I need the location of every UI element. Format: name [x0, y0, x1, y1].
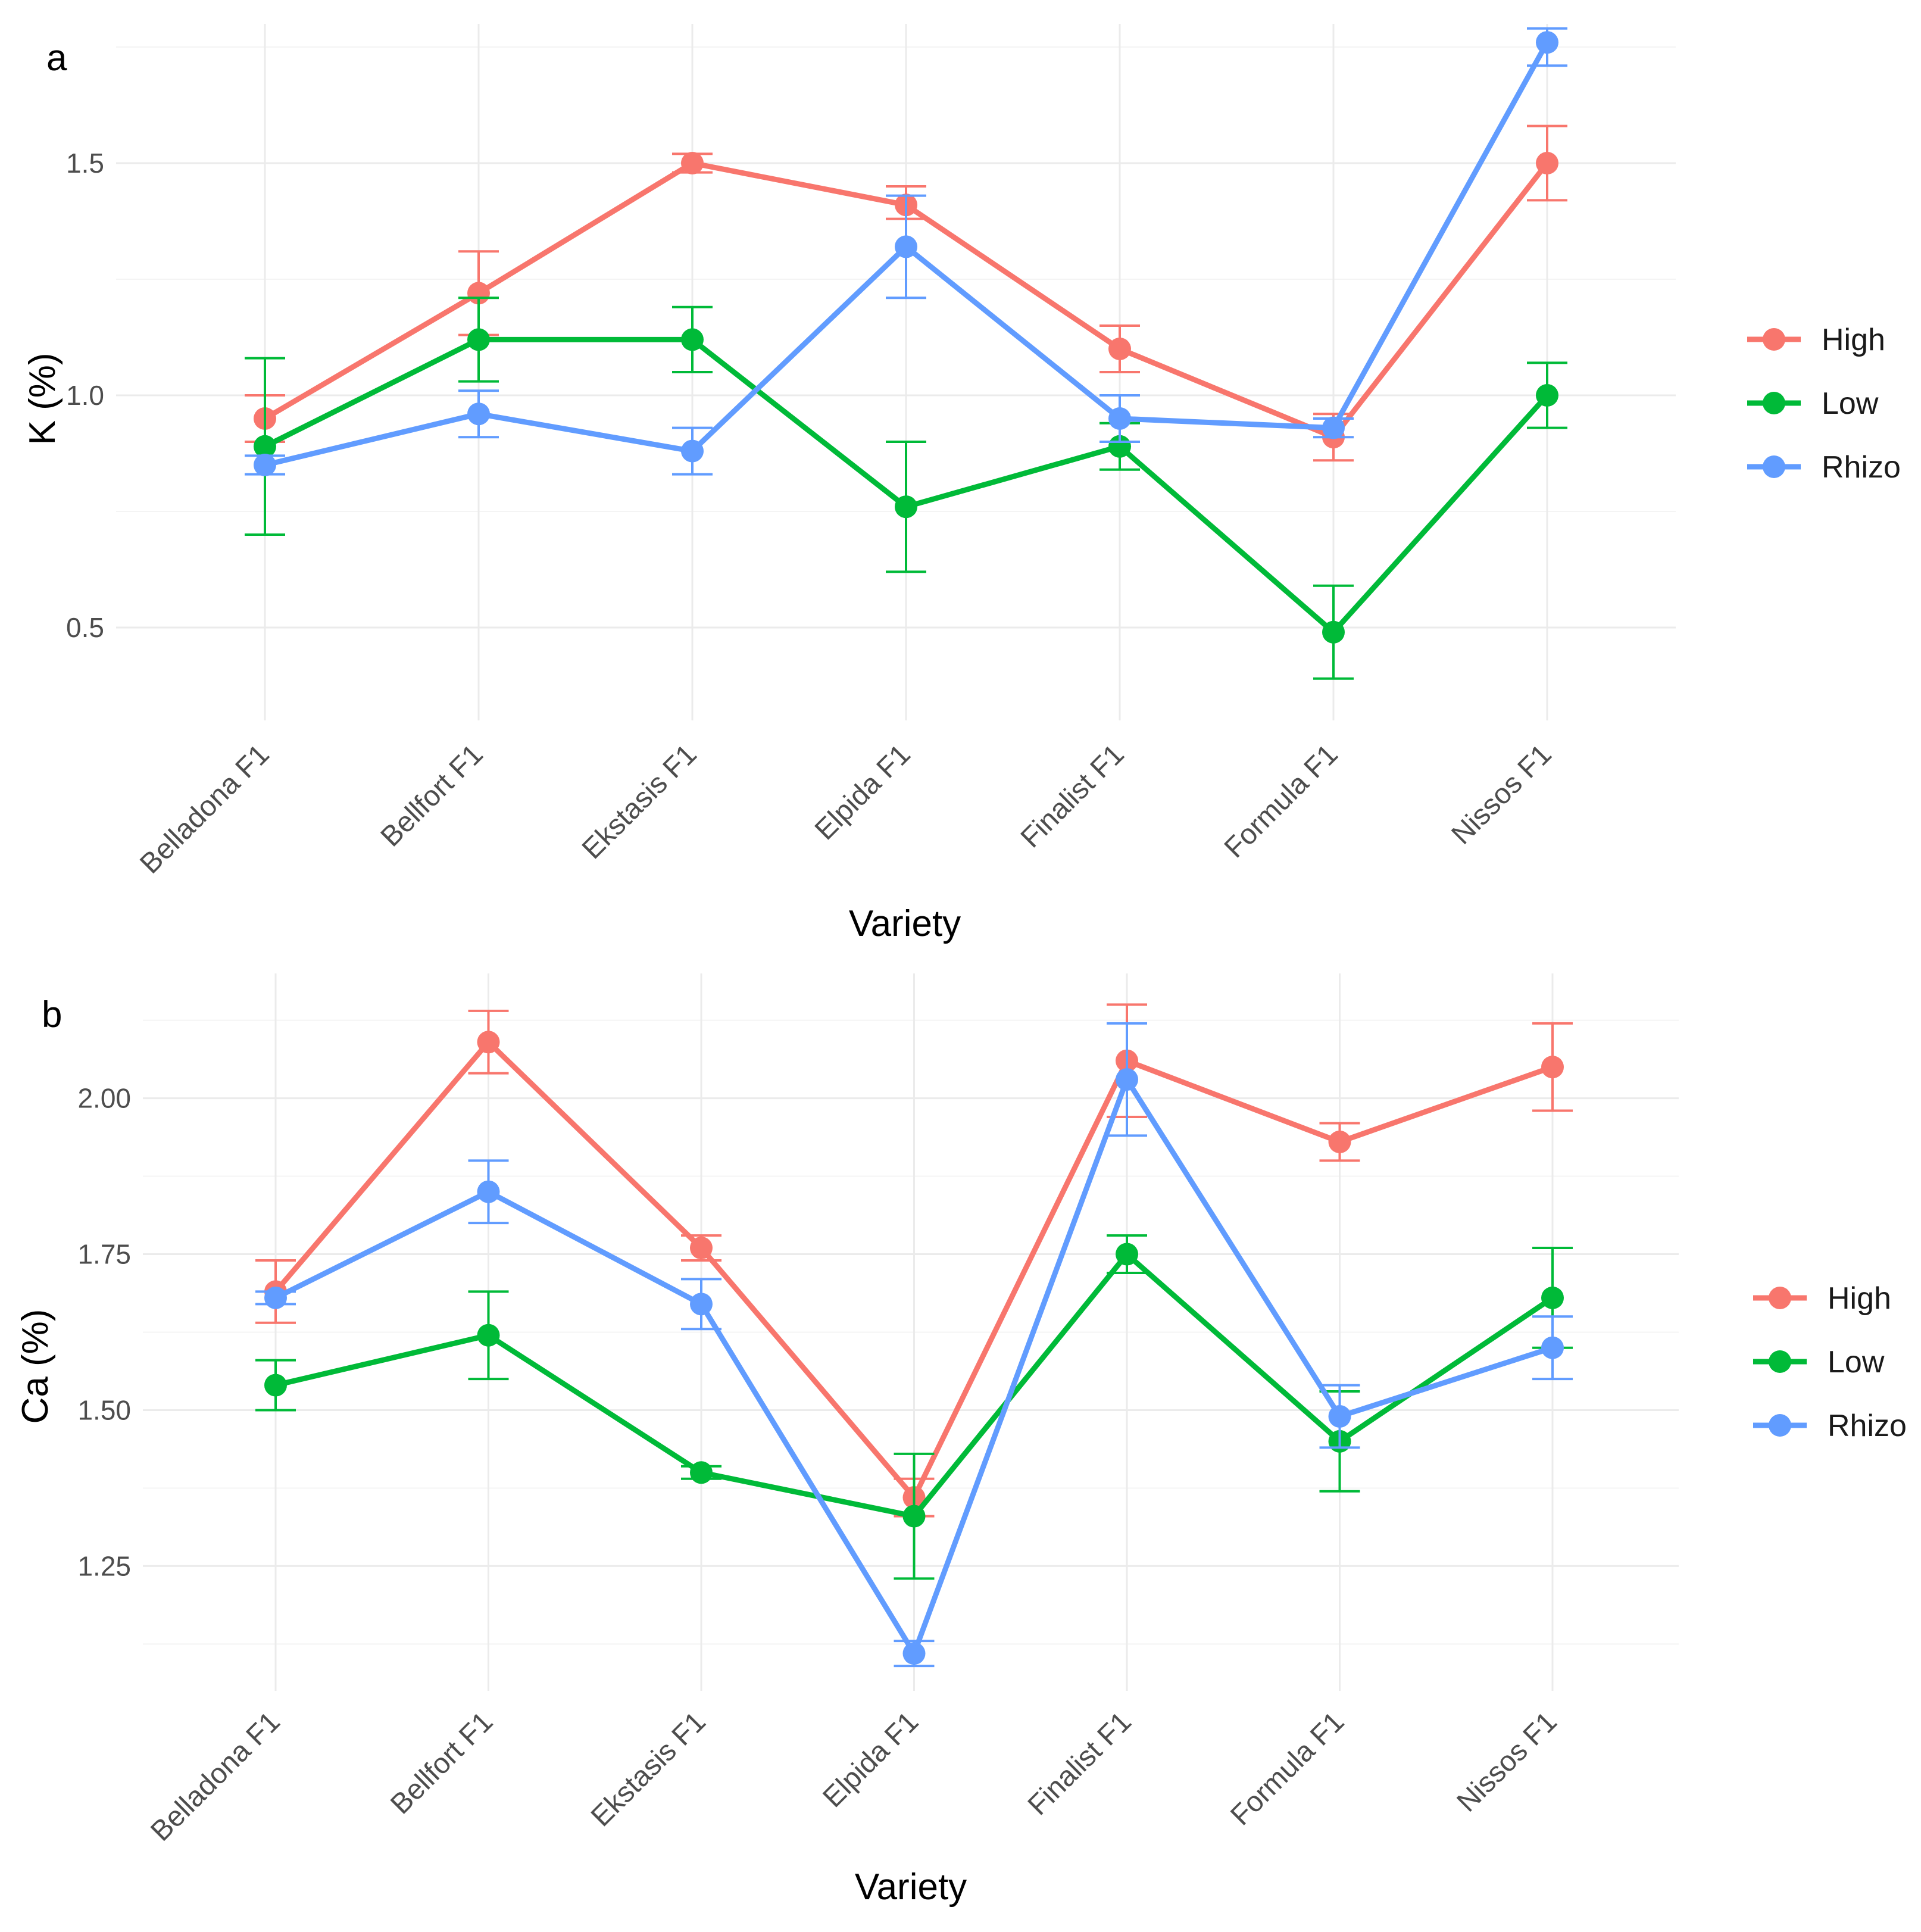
y-axis-title: K (%) — [22, 353, 63, 445]
panel-label: b — [42, 994, 62, 1035]
data-point — [1328, 1404, 1351, 1428]
data-point — [690, 1293, 713, 1316]
data-point — [1536, 384, 1558, 407]
data-point — [902, 1505, 926, 1528]
data-point — [477, 1180, 500, 1203]
data-point — [1536, 152, 1558, 174]
data-series — [255, 1003, 1573, 1668]
legend-item-rhizo: Rhizo — [1747, 450, 1901, 485]
legend-label: Low — [1822, 386, 1879, 421]
legend-label: Low — [1828, 1345, 1885, 1379]
data-point — [1116, 1068, 1138, 1091]
data-point — [681, 439, 704, 463]
legend-key-point — [1769, 1350, 1791, 1373]
y-tick-labels: 0.5 1.0 1.5 — [66, 148, 104, 643]
data-point — [477, 1031, 500, 1054]
data-point — [467, 402, 490, 426]
legend-label: Rhizo — [1822, 450, 1901, 485]
legend-item-high: High — [1747, 323, 1885, 357]
data-point — [1116, 1243, 1138, 1266]
data-point — [681, 152, 704, 174]
legend-item-low: Low — [1753, 1345, 1885, 1379]
data-point — [1108, 338, 1131, 360]
data-point — [690, 1237, 713, 1260]
y-tick-label: 1.25 — [77, 1550, 131, 1581]
data-series — [245, 27, 1567, 680]
data-point — [467, 328, 490, 351]
data-point — [902, 1642, 926, 1665]
legend: High Low Rhizo — [1753, 1281, 1907, 1443]
data-point — [895, 495, 917, 519]
series-rhizo — [245, 27, 1567, 476]
series-rhizo — [255, 1022, 1573, 1668]
data-point — [477, 1324, 500, 1347]
data-point — [1541, 1056, 1564, 1079]
panel-label: a — [46, 38, 67, 79]
x-axis-title: Variety — [849, 903, 961, 944]
y-tick-labels: 1.25 1.50 1.75 2.00 — [77, 1083, 131, 1582]
legend-label: High — [1822, 323, 1885, 357]
y-axis-title: Ca (%) — [15, 1309, 56, 1424]
legend-item-high: High — [1753, 1281, 1891, 1316]
data-point — [681, 328, 704, 351]
data-point — [1322, 416, 1345, 439]
y-tick-label: 1.75 — [77, 1239, 131, 1270]
y-tick-label: 0.5 — [66, 612, 104, 643]
legend-label: High — [1828, 1281, 1891, 1316]
x-axis-title: Variety — [855, 1867, 967, 1908]
legend-key-point — [1769, 1414, 1791, 1437]
legend-label: Rhizo — [1828, 1409, 1907, 1443]
y-tick-label: 1.50 — [77, 1394, 131, 1425]
data-point — [1541, 1286, 1564, 1309]
data-point — [1541, 1336, 1564, 1359]
data-point — [254, 454, 276, 476]
y-tick-label: 2.00 — [77, 1083, 131, 1114]
legend-key-point — [1763, 392, 1785, 414]
legend-key-point — [1763, 455, 1785, 478]
data-point — [264, 1286, 287, 1309]
data-point — [1108, 407, 1131, 430]
y-tick-label: 1.0 — [66, 380, 104, 411]
data-point — [1328, 1130, 1351, 1153]
legend-item-low: Low — [1747, 386, 1879, 421]
legend-key-point — [1769, 1287, 1791, 1309]
data-point — [895, 235, 917, 258]
legend: High Low Rhizo — [1747, 323, 1901, 485]
data-point — [1536, 31, 1558, 54]
data-point — [264, 1374, 287, 1397]
legend-item-rhizo: Rhizo — [1753, 1409, 1907, 1443]
data-point — [690, 1461, 713, 1484]
data-point — [1322, 620, 1345, 644]
legend-key-point — [1763, 328, 1785, 351]
data-point — [254, 435, 276, 458]
y-tick-label: 1.5 — [66, 148, 104, 179]
